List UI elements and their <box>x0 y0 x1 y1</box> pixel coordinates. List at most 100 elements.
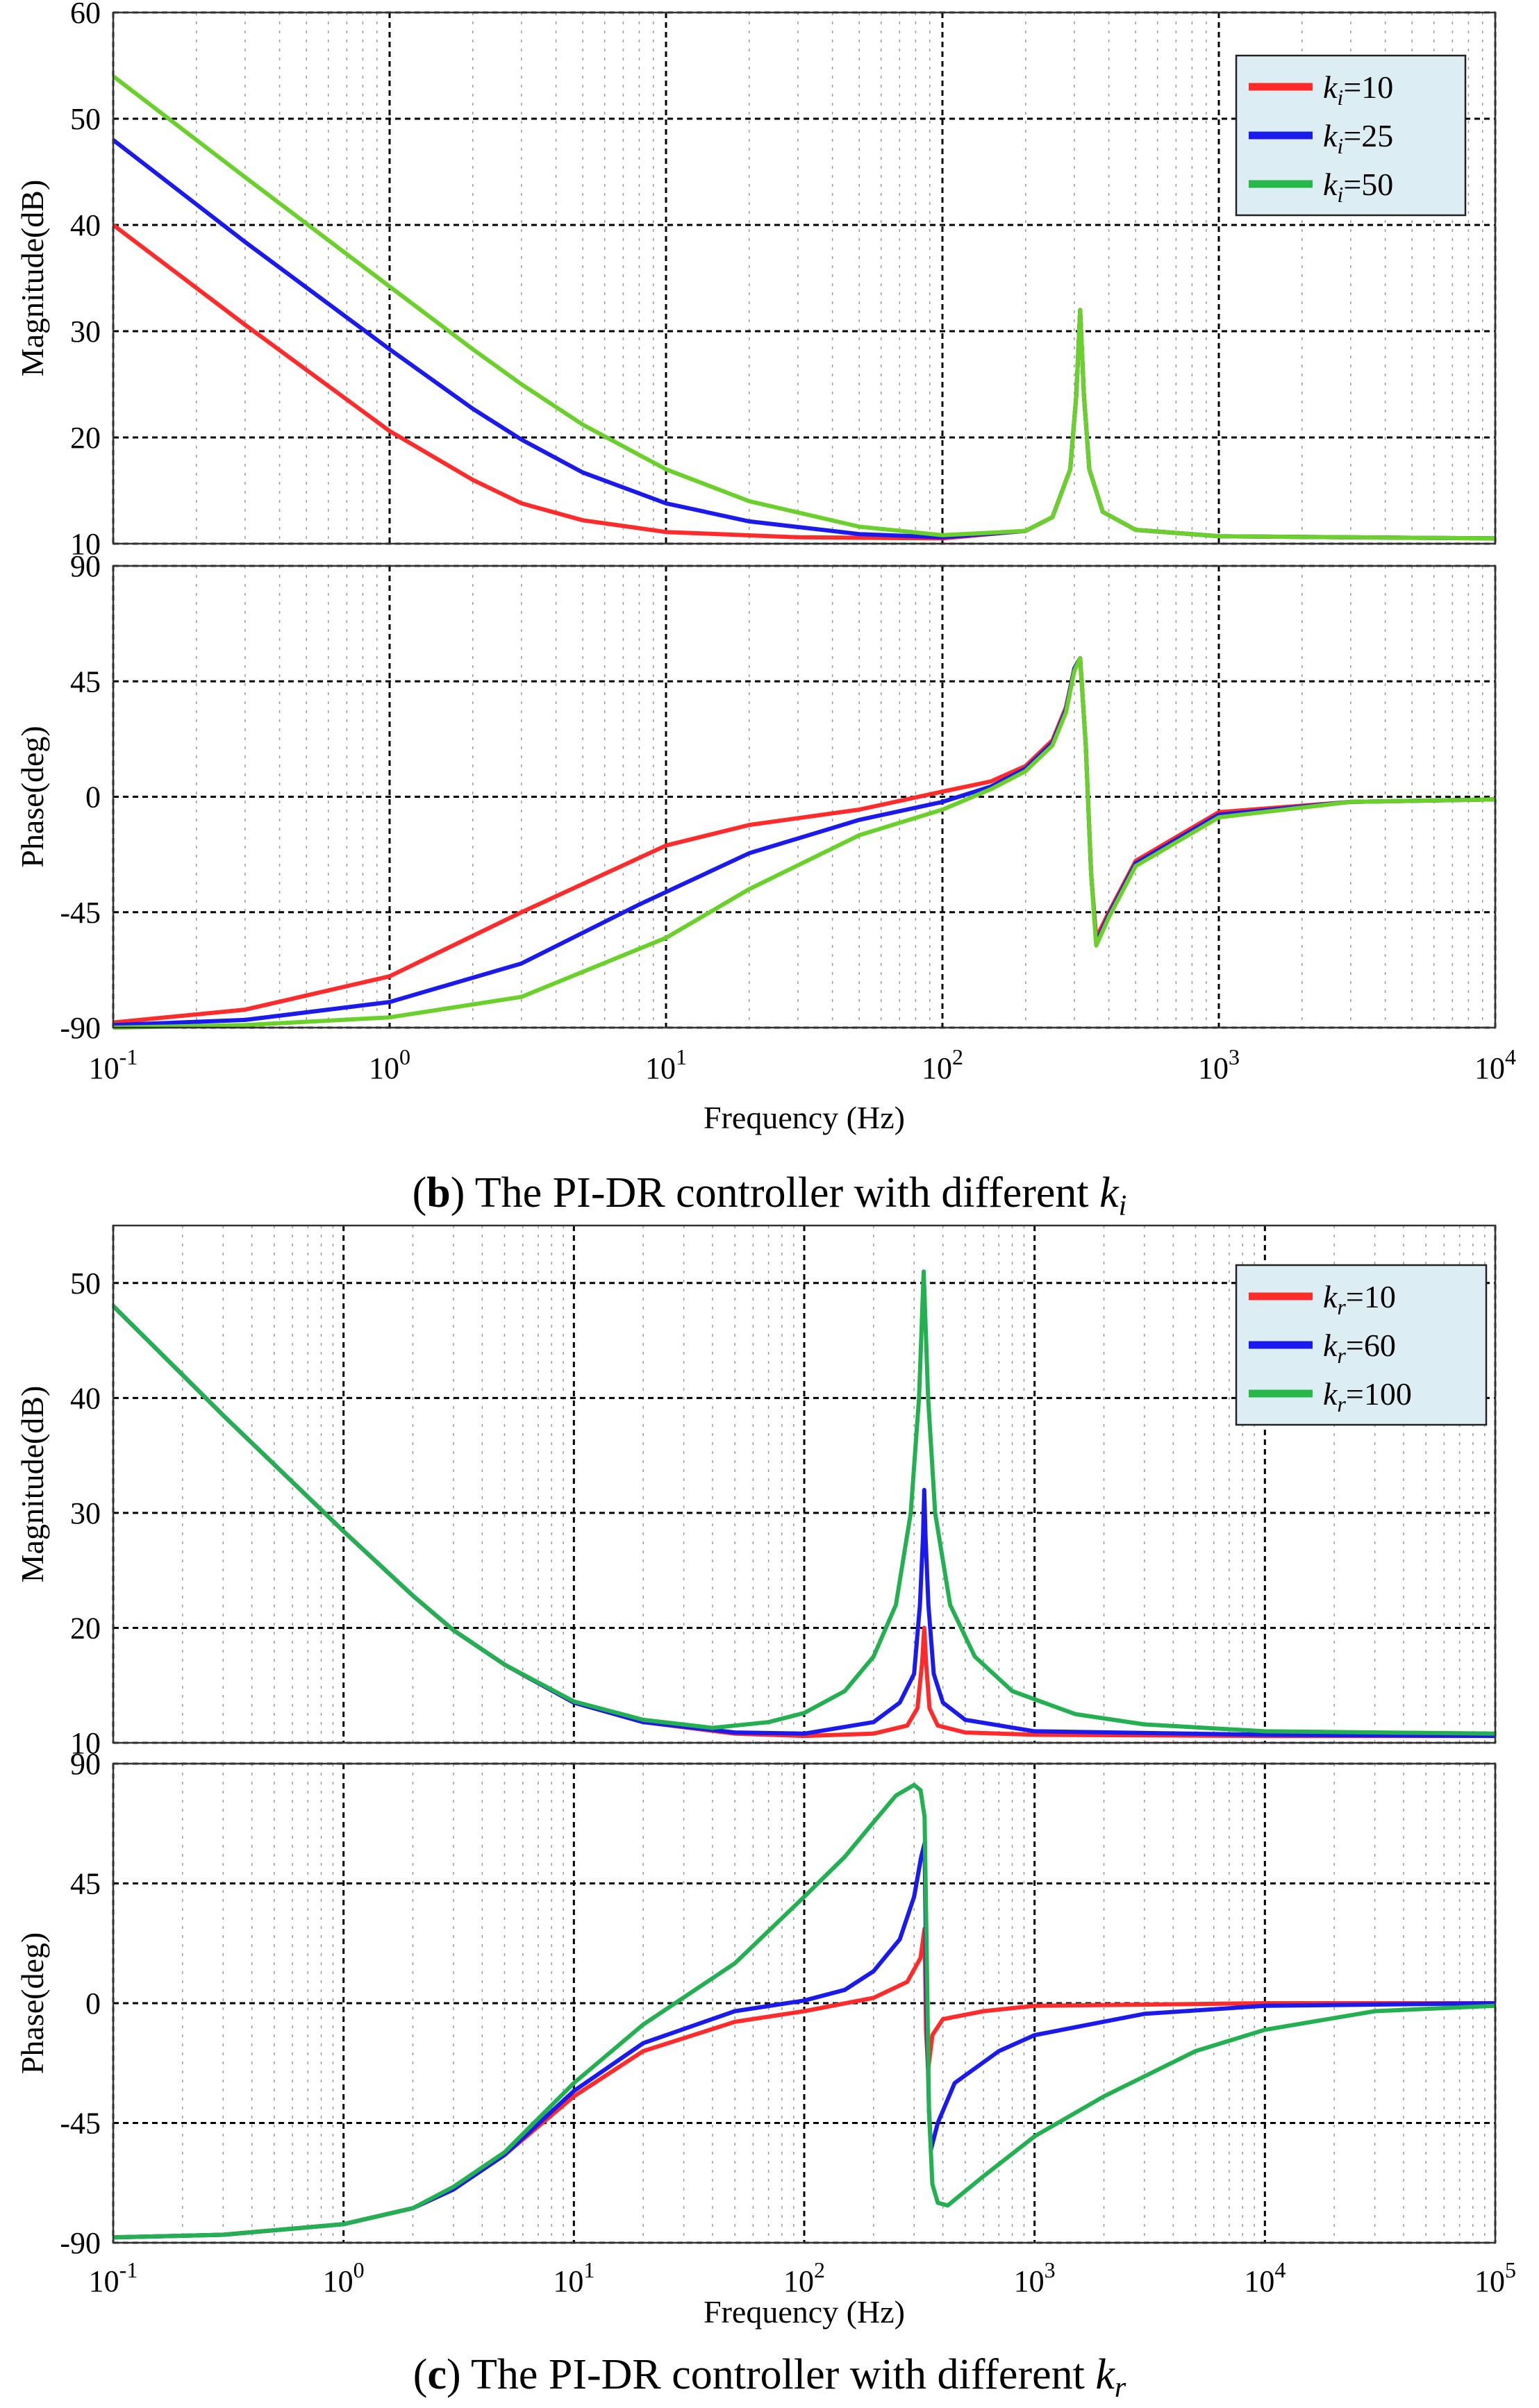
plot-frame <box>112 1224 1497 1744</box>
x-tick-label: 104 <box>1244 2257 1286 2298</box>
bode-b-phase-panel: -90 -45 0 45 90 Phase(deg) <box>15 549 1497 1045</box>
series-line-kr=100 <box>113 1782 1495 2240</box>
legend-symbol: k <box>1323 1328 1338 1363</box>
legend-symbol: k <box>1323 1279 1338 1314</box>
x-tick-exponent: 0 <box>353 2257 365 2282</box>
bode-c-phase-panel: -90 -45 0 45 90 Phase(deg) <box>15 1747 1497 2260</box>
legend-subscript: i <box>1337 182 1343 207</box>
series-line-ki=10 <box>113 223 1495 541</box>
x-tick-exponent: -1 <box>119 1044 138 1069</box>
y-axis-label: Magnitude(dB) <box>15 180 50 377</box>
y-tick-label: 50 <box>70 1266 101 1301</box>
bode-b-magnitude-panel: 10 20 30 40 50 60 Magnitude(dB) <box>15 0 1497 561</box>
y-tick-label: -45 <box>60 2107 101 2141</box>
x-tick-label: 102 <box>922 1044 963 1085</box>
legend-symbol: k <box>1323 69 1338 105</box>
caption-part: k <box>1099 1169 1120 1216</box>
x-tick-exponent: 0 <box>399 1044 410 1069</box>
x-tick-label: 104 <box>1474 1044 1516 1085</box>
x-tick-exponent: 2 <box>814 2257 825 2282</box>
x-tick-label: 10-1 <box>89 2257 138 2298</box>
x-axis-label: Frequency (Hz) <box>704 2294 905 2330</box>
y-tick-label: -90 <box>60 1011 101 1045</box>
legend-label: ki=10 <box>1323 69 1393 110</box>
x-tick-label: 103 <box>1014 2257 1056 2298</box>
y-tick-label: 60 <box>70 0 101 30</box>
x-tick-exponent: 2 <box>952 1044 963 1069</box>
legend-subscript: i <box>1337 133 1343 158</box>
x-tick-exponent: 5 <box>1505 2257 1516 2282</box>
x-tick-base: 10 <box>1474 2264 1505 2298</box>
legend-value: =10 <box>1343 69 1393 105</box>
x-tick-base: 10 <box>1244 2264 1274 2298</box>
x-tick-base: 10 <box>1014 2264 1045 2298</box>
legend-value: =10 <box>1346 1279 1396 1314</box>
series-line-kr=100 <box>113 1269 1495 1736</box>
legend-subscript: i <box>1337 85 1343 110</box>
x-tick-base: 10 <box>645 1051 676 1085</box>
x-tick-label: 102 <box>783 2257 825 2298</box>
y-tick-label: -90 <box>60 2226 101 2260</box>
legend-subscript: r <box>1337 1343 1346 1368</box>
y-tick-label: 40 <box>70 208 101 242</box>
legend-symbol: k <box>1323 167 1338 202</box>
caption-part: i <box>1119 1190 1127 1222</box>
y-tick-label: 10 <box>70 1726 101 1760</box>
y-tick-label: 90 <box>70 549 101 583</box>
x-tick-base: 10 <box>323 2264 353 2298</box>
series-line-kr=60 <box>113 1841 1495 2240</box>
x-tick-exponent: 4 <box>1274 2257 1286 2282</box>
series-line-ki=25 <box>113 656 1495 1028</box>
legend-label: ki=25 <box>1323 118 1393 158</box>
x-tick-exponent: 1 <box>583 2257 594 2282</box>
legend-value: =60 <box>1346 1328 1396 1363</box>
bode-b: 102030405060Magnitude(dB)-90-4504590Phas… <box>15 0 1516 1222</box>
plot-frame <box>112 11 1497 545</box>
caption-part: ) The PI-DR controller with different <box>451 1169 1099 1216</box>
y-tick-label: 90 <box>70 1747 101 1781</box>
y-tick-label: 30 <box>70 315 101 349</box>
x-tick-exponent: 3 <box>1229 1044 1240 1069</box>
series-line-ki=50 <box>113 74 1495 541</box>
x-tick-base: 10 <box>89 2264 119 2298</box>
y-axis-label: Magnitude(dB) <box>15 1386 50 1583</box>
x-tick-base: 10 <box>922 1051 952 1085</box>
y-tick-label: -45 <box>60 896 101 930</box>
series-line-ki=50 <box>113 656 1495 1030</box>
x-tick-base: 10 <box>89 1051 119 1085</box>
x-tick-label: 10-1 <box>89 1044 138 1085</box>
x-tick-label: 103 <box>1198 1044 1240 1085</box>
plot-frame <box>112 565 1497 1029</box>
x-tick-base: 10 <box>369 1051 399 1085</box>
x-tick-label: 105 <box>1474 2257 1516 2298</box>
y-tick-label: 0 <box>85 780 101 814</box>
y-tick-label: 40 <box>70 1381 101 1415</box>
legend-subscript: r <box>1337 1294 1346 1319</box>
y-axis-label: Phase(deg) <box>15 726 50 867</box>
legend-subscript: r <box>1337 1391 1346 1416</box>
figure-caption: (c) The PI-DR controller with different … <box>413 2351 1126 2404</box>
x-tick-exponent: 4 <box>1505 1044 1516 1069</box>
y-tick-label: 45 <box>70 664 101 699</box>
x-tick-exponent: 1 <box>676 1044 687 1069</box>
x-tick-base: 10 <box>1198 1051 1229 1085</box>
bode-c: 1020304050Magnitude(dB)-90-4504590Phase(… <box>15 1224 1516 2404</box>
caption-part: ( <box>413 2351 428 2398</box>
x-tick-exponent: 3 <box>1045 2257 1056 2282</box>
y-axis-label: Phase(deg) <box>15 1932 50 2074</box>
caption-part: b <box>426 1169 450 1216</box>
caption-part: ) The PI-DR controller with different <box>447 2351 1095 2398</box>
caption-part: ( <box>413 1169 427 1216</box>
legend-symbol: k <box>1323 1376 1338 1412</box>
legend-symbol: k <box>1323 118 1338 153</box>
figure-caption: (b) The PI-DR controller with different … <box>413 1169 1127 1222</box>
x-tick-label: 101 <box>553 2257 594 2298</box>
caption-part: r <box>1115 2372 1126 2404</box>
y-tick-label: 10 <box>70 527 101 561</box>
legend-label: kr=60 <box>1323 1328 1396 1368</box>
x-tick-base: 10 <box>1474 1051 1505 1085</box>
legend-value: =100 <box>1346 1376 1412 1412</box>
x-axis-label: Frequency (Hz) <box>704 1100 905 1135</box>
